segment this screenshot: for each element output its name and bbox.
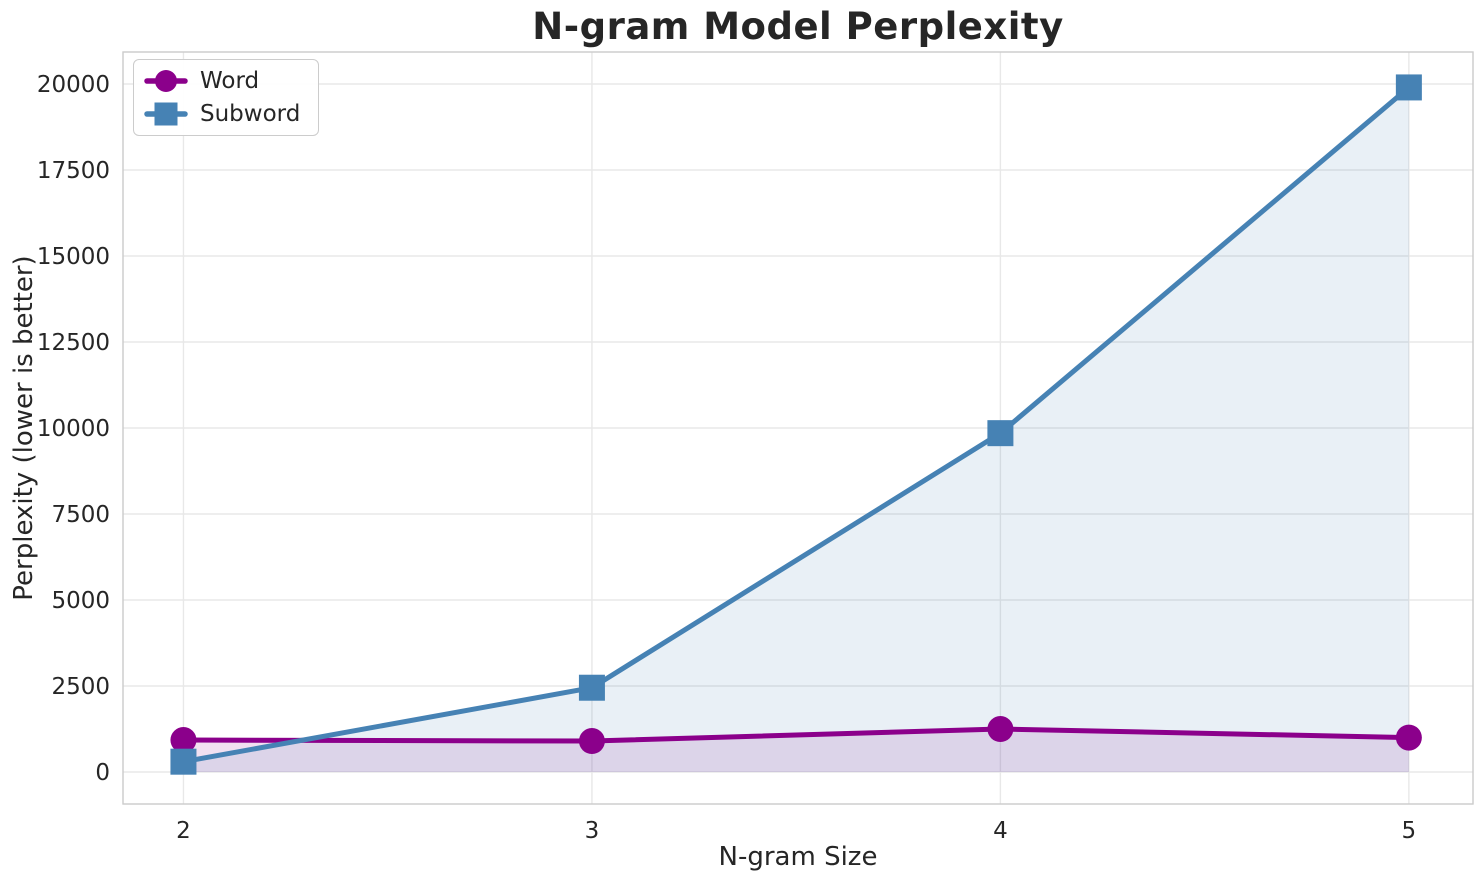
y-tick-label: 10000 (37, 416, 110, 442)
y-tick-label: 12500 (37, 330, 110, 356)
marker-subword-x5 (1395, 74, 1422, 101)
x-tick-label: 3 (585, 818, 600, 844)
legend-label: Word (200, 68, 260, 94)
legend: Word Subword (133, 59, 320, 136)
y-tick-label: 15000 (37, 244, 110, 270)
marker-word-x5 (1395, 724, 1422, 751)
legend-marker-square-icon (144, 102, 188, 126)
x-axis-label: N-gram Size (718, 842, 878, 872)
area-fill-word (183, 729, 1409, 773)
plot-border (122, 51, 1474, 805)
x-tick-label: 4 (993, 818, 1008, 844)
x-tick-label: 5 (1402, 818, 1417, 844)
y-tick-label: 20000 (37, 72, 110, 98)
legend-item-word: Word (144, 66, 300, 96)
area-fill-subword (183, 87, 1409, 773)
marker-word-x4 (987, 716, 1014, 743)
marker-subword-x3 (578, 674, 605, 701)
legend-item-subword: Subword (144, 99, 300, 129)
marker-word-x2 (170, 727, 197, 754)
x-tick-label: 2 (176, 818, 191, 844)
marker-word-x3 (578, 728, 605, 755)
legend-marker-circle-icon (144, 70, 188, 92)
y-tick-label: 7500 (51, 502, 110, 528)
y-tick-label: 2500 (51, 674, 110, 700)
y-tick-label: 5000 (51, 588, 110, 614)
series-line-word (180, 726, 1412, 744)
marker-subword-x2 (170, 748, 197, 775)
y-tick-label: 17500 (37, 158, 110, 184)
chart-title: N-gram Model Perplexity (532, 5, 1064, 48)
y-tick-label: 0 (95, 760, 110, 786)
y-axis-label: Perplexity (lower is better) (9, 255, 39, 601)
legend-label: Subword (200, 101, 301, 127)
marker-subword-x4 (987, 420, 1014, 447)
series-line-subword (180, 84, 1412, 765)
